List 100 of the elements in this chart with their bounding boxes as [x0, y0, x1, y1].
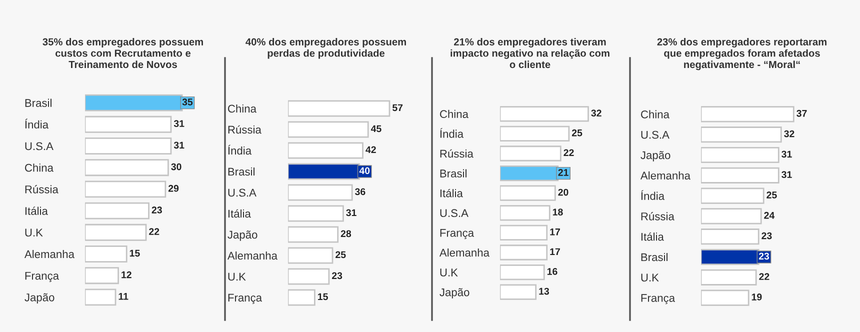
chart-title: 21% dos empregadores tiveram impacto negativo na relação com o cliente [450, 38, 610, 68]
y-tick-label: Brasil [440, 169, 466, 178]
bar [288, 184, 353, 201]
data-label: 15 [130, 250, 140, 257]
data-label: 30 [171, 163, 182, 170]
y-tick-label: Itália [440, 188, 463, 198]
bar [701, 146, 780, 164]
y-tick-label: U.K [228, 272, 246, 281]
data-label: 31 [174, 120, 184, 128]
bar [85, 138, 172, 154]
bar [500, 106, 589, 122]
bar [701, 290, 750, 306]
data-label: 12 [122, 271, 132, 278]
bar [85, 267, 119, 284]
bar [288, 247, 334, 264]
data-label: 32 [784, 130, 794, 138]
data-label: 11 [118, 293, 128, 300]
y-tick-label: Japão [228, 230, 258, 241]
bar [85, 288, 116, 306]
y-tick-label: Japão [24, 293, 54, 304]
y-tick-label: Alemanha [24, 250, 74, 258]
y-tick-label: Rússia [641, 212, 674, 220]
y-tick-label: China [228, 104, 256, 113]
data-label: 21 [558, 169, 568, 176]
data-label: 28 [340, 230, 352, 238]
y-tick-label: Rússia [440, 149, 474, 158]
bar [500, 185, 556, 201]
data-label: 29 [168, 184, 179, 192]
data-label: 25 [572, 129, 582, 136]
bar [500, 205, 550, 221]
data-label: 25 [336, 251, 346, 258]
bar [85, 224, 147, 241]
data-label: 45 [370, 125, 382, 132]
data-label: 17 [550, 228, 560, 236]
data-label: 23 [758, 252, 770, 260]
data-label: 16 [547, 268, 558, 275]
y-tick-label: China [641, 110, 670, 118]
data-label: 19 [752, 294, 762, 300]
y-tick-label: Índia [440, 128, 464, 138]
y-tick-label: Itália [641, 232, 664, 241]
y-tick-label: U.S.A [228, 188, 256, 197]
bar [288, 121, 369, 138]
y-tick-label: França [228, 294, 262, 304]
bar [500, 224, 548, 241]
bar [701, 188, 764, 204]
y-tick-label: Brasil [641, 252, 668, 262]
y-tick-label: China [25, 164, 54, 172]
y-tick-label: França [25, 272, 60, 282]
data-label: 31 [346, 209, 356, 216]
bar [85, 180, 166, 198]
y-tick-label: Alemanha [439, 248, 490, 257]
data-label: 40 [359, 167, 370, 174]
bar [500, 284, 537, 300]
bar [701, 106, 794, 122]
data-label: 35 [182, 98, 193, 106]
y-tick-label: Brasil [25, 98, 52, 107]
y-tick-label: U.K [25, 228, 43, 237]
data-label: 24 [764, 212, 775, 219]
y-tick-label: Índia [25, 118, 49, 129]
y-tick-label: Japão [640, 151, 670, 162]
y-tick-label: U.K [440, 268, 458, 276]
data-label: 13 [539, 288, 550, 295]
data-label: 25 [766, 192, 777, 198]
y-tick-label: U.S.A [440, 209, 468, 218]
y-tick-label: Índia [228, 144, 252, 155]
bar [500, 264, 545, 280]
chart-title: 23% dos empregadores reportaram que empregados foram afetados negativamente - “Moral“ [657, 38, 826, 70]
bar [288, 142, 364, 159]
bar [288, 226, 339, 243]
data-label: 18 [552, 208, 563, 216]
bar [85, 202, 150, 220]
y-tick-label: França [641, 294, 676, 304]
bar [500, 126, 570, 142]
bar [701, 208, 762, 224]
data-label: 23 [332, 272, 342, 280]
data-label: 32 [591, 110, 602, 117]
y-tick-label: U.S.A [25, 142, 54, 150]
data-label: 22 [149, 228, 160, 235]
bar [500, 146, 562, 162]
y-tick-label: China [440, 110, 468, 118]
data-label: 42 [366, 146, 376, 154]
data-label: 23 [152, 206, 162, 214]
data-label: 15 [318, 293, 328, 300]
y-tick-label: Rússia [228, 125, 262, 134]
bar [701, 228, 760, 245]
bar [288, 100, 390, 117]
bar [500, 244, 548, 260]
data-label: 36 [355, 188, 366, 196]
y-tick-label: Itália [228, 209, 251, 218]
bar [85, 246, 128, 262]
y-tick-label: Japão [440, 288, 470, 298]
y-tick-label: Rússia [25, 185, 58, 194]
y-tick-label: França [440, 229, 474, 240]
bar [701, 167, 780, 184]
y-tick-label: Alemanha [227, 251, 278, 260]
bar [288, 205, 344, 222]
bar [288, 268, 330, 285]
data-label: 57 [392, 104, 403, 112]
data-label: 31 [782, 150, 792, 158]
bar [288, 289, 316, 306]
